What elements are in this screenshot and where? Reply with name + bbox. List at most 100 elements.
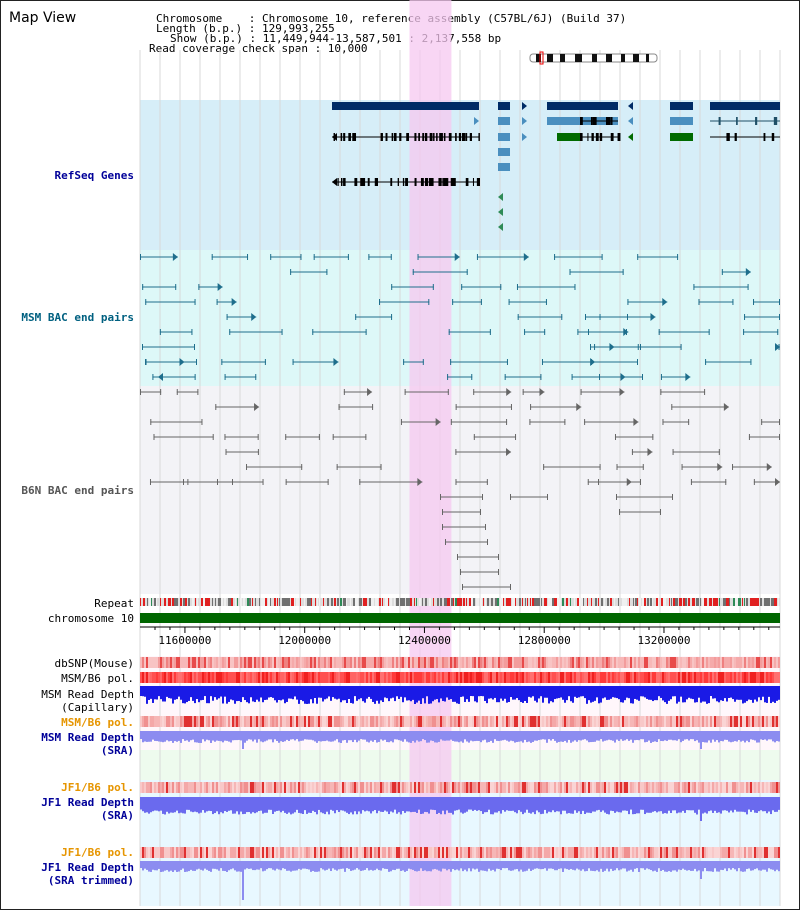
jf1-pol-2-cell	[424, 847, 426, 858]
msm-capillary-depth-bar	[436, 686, 438, 700]
jf1-pol-cell	[244, 782, 246, 793]
jf1-pol-2-cell	[510, 847, 512, 858]
bac-end	[631, 449, 633, 455]
jf1-pol-2-cell	[494, 847, 496, 858]
dbsnp-cell	[158, 657, 160, 668]
jf1-pol-2-cell	[436, 847, 438, 858]
gene-exon	[374, 178, 377, 186]
msm-b6-pol-cell	[294, 672, 296, 683]
bac-end-arrow	[435, 418, 441, 426]
dbsnp-cell	[192, 657, 194, 668]
jf1-pol-2-cell	[636, 847, 638, 858]
gene-strand-arrow	[498, 208, 503, 216]
jf1-pol-cell	[672, 782, 674, 793]
bac-end	[677, 254, 679, 260]
jf1-trimmed-depth-bar	[394, 861, 396, 871]
jf1-sra-depth-bar	[404, 797, 406, 813]
jf1-trimmed-depth-bar	[218, 861, 220, 871]
jf1-trimmed-depth-bar	[518, 861, 520, 872]
dbsnp-cell	[616, 657, 618, 668]
jf1-pol-cell	[228, 782, 230, 793]
msm-b6-pol-cell	[364, 672, 366, 683]
msm-capillary-depth-bar	[696, 686, 698, 703]
bac-end	[577, 329, 579, 335]
msm-capillary-depth-bar	[526, 686, 528, 703]
gene-transcript	[670, 133, 693, 141]
bac-end	[257, 434, 259, 440]
msm-b6-pol-cell	[320, 672, 322, 683]
dbsnp-cell	[216, 657, 218, 668]
jf1-pol-2-cell	[640, 847, 642, 858]
jf1-pol-2-cell	[742, 847, 744, 858]
jf1-trimmed-depth-bar	[330, 861, 332, 872]
msm-b6-pol-2-cell	[150, 716, 152, 727]
msm-sra-depth-bar	[744, 731, 746, 743]
bac-end	[372, 404, 374, 410]
jf1-pol-2-cell	[412, 847, 414, 858]
msm-b6-pol-2-cell	[640, 716, 642, 727]
jf1-pol-2-cell	[672, 847, 674, 858]
msm-sra-depth-bar	[498, 731, 500, 742]
dbsnp-cell	[672, 657, 674, 668]
msm-b6-pol-2-cell	[770, 716, 772, 727]
msm-b6-pol-cell	[334, 672, 336, 683]
msm-capillary-depth-bar	[148, 686, 150, 700]
jf1-trimmed-depth-bar	[384, 861, 386, 869]
msm-b6-pol-cell	[742, 672, 744, 683]
msm-capillary-depth-bar	[548, 686, 550, 704]
jf1-pol-cell	[524, 782, 526, 793]
msm-capillary-depth-bar	[370, 686, 372, 699]
dbsnp-cell	[282, 657, 284, 668]
jf1-sra-depth-bar	[686, 797, 688, 811]
jf1-trimmed-depth-bar	[534, 861, 536, 869]
gene-exon	[425, 133, 428, 141]
msm-b6-pol-2-cell	[244, 716, 246, 727]
msm-sra-depth-bar	[510, 731, 512, 741]
repeat-element	[726, 598, 729, 606]
jf1-sra-depth-bar	[356, 797, 358, 815]
jf1-pol-2-cell	[564, 847, 566, 858]
jf1-trimmed-depth-bar	[144, 861, 146, 869]
chromosome-ideogram[interactable]	[529, 51, 658, 65]
jf1-sra-depth-bar	[426, 797, 428, 813]
msm-sra-depth-bar	[462, 731, 464, 743]
label-b6n-bac: B6N BAC end pairs	[21, 484, 134, 497]
bac-end	[750, 359, 752, 365]
dbsnp-cell	[562, 657, 564, 668]
b6n-bac-features[interactable]	[140, 388, 780, 590]
refseq-gene-features[interactable]	[332, 102, 780, 231]
jf1-pol-cell	[734, 782, 736, 793]
jf1-trimmed-depth-bar	[662, 861, 664, 870]
dbsnp-cell	[334, 657, 336, 668]
msm-sra-depth-bar	[254, 731, 256, 740]
dbsnp-cell	[726, 657, 728, 668]
jf1-trimmed-depth-bar	[604, 861, 606, 871]
msm-b6-pol-2-cell	[748, 716, 750, 727]
jf1-pol-2-cell	[478, 847, 480, 858]
jf1-trimmed-depth-bar	[734, 861, 736, 870]
jf1-pol-cell	[750, 782, 752, 793]
msm-sra-depth-bar	[334, 731, 336, 741]
msm-bac-features[interactable]	[140, 253, 780, 381]
msm-sra-depth-bar	[356, 731, 358, 743]
msm-capillary-depth-bar	[510, 686, 512, 698]
bac-end	[290, 269, 292, 275]
msm-b6-pol-2-cell	[510, 716, 512, 727]
repeat-element	[587, 598, 588, 606]
jf1-trimmed-depth-bar	[770, 861, 772, 870]
jf1-pol-2-cell	[378, 847, 380, 858]
msm-b6-pol-cell	[280, 672, 282, 683]
dbsnp-cell	[376, 657, 378, 668]
msm-sra-depth-bar	[668, 731, 670, 740]
bac-end	[506, 359, 508, 365]
jf1-trimmed-depth-bar	[486, 861, 488, 872]
jf1-trimmed-depth-bar	[362, 861, 364, 871]
jf1-pol-cell	[472, 782, 474, 793]
jf1-trimmed-depth-bar	[626, 861, 628, 872]
msm-b6-pol-2-cell	[564, 716, 566, 727]
jf1-pol-2-cell	[322, 847, 324, 858]
msm-sra-depth-bar	[736, 731, 738, 742]
jf1-pol-2-cell	[300, 847, 302, 858]
dbsnp-cell	[198, 657, 200, 668]
